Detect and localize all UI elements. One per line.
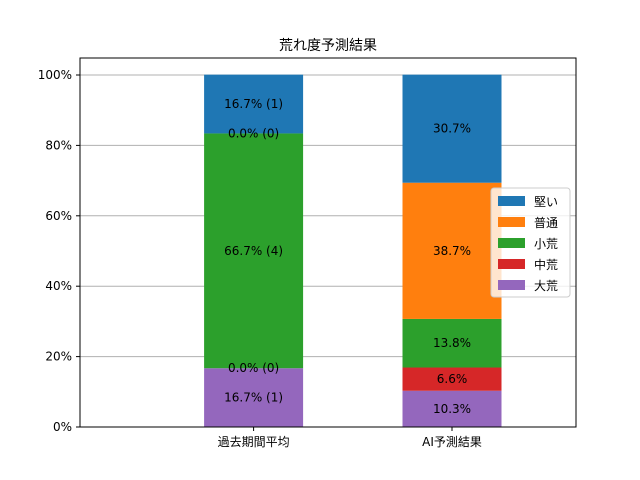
legend-swatch	[498, 217, 525, 227]
legend-label: 普通	[534, 216, 558, 230]
legend-label: 中荒	[534, 257, 558, 272]
bar-segment-3	[402, 318, 502, 368]
legend-label: 小荒	[534, 237, 558, 251]
y-tick-label: 100%	[38, 68, 72, 82]
data-label: 16.7% (1)	[224, 391, 283, 405]
bar-segment-5	[204, 74, 304, 134]
legend-label: 堅い	[534, 195, 558, 209]
x-tick-label: 過去期間平均	[218, 435, 290, 449]
y-tick-label: 20%	[45, 350, 72, 364]
y-tick-label: 80%	[45, 138, 72, 152]
data-labels: 16.7% (1) 0.0% (0) 66.7% (4) 0.0% (0) 16.7% …	[224, 97, 471, 416]
axes: 0% 20% 40% 60% 80% 100% 過去期間平均 AI予測結果	[38, 57, 577, 449]
data-label: 66.7% (4)	[224, 244, 283, 258]
data-label: 30.7%	[433, 122, 471, 136]
legend-swatch	[498, 238, 525, 248]
legend-swatch	[498, 196, 525, 206]
data-label: 0.0% (0)	[228, 361, 279, 375]
x-tick-label: AI予測結果	[422, 435, 482, 449]
bar-segment-3	[204, 133, 304, 369]
legend-swatch	[498, 280, 525, 290]
chart-title: 荒れ度予測結果	[279, 38, 377, 54]
bar-segment-1	[204, 368, 304, 427]
bar-segment-5	[402, 74, 502, 183]
legend-swatch	[498, 259, 525, 269]
data-label: 6.6%	[437, 372, 468, 386]
plot-frame	[79, 57, 577, 428]
y-tick-label: 40%	[45, 279, 72, 293]
legend-box	[490, 187, 571, 298]
bar-segment-1	[402, 390, 502, 427]
legend-label: 大荒	[534, 279, 558, 293]
data-label: 13.8%	[433, 336, 471, 350]
y-tick-label: 0%	[53, 420, 72, 434]
data-label: 10.3%	[433, 402, 471, 416]
data-label: 16.7% (1)	[224, 97, 283, 111]
data-label: 0.0% (0)	[228, 126, 279, 140]
bar-segment-4	[402, 182, 502, 319]
bars	[204, 74, 502, 427]
y-tick-label: 60%	[45, 209, 72, 223]
data-label: 38.7%	[433, 244, 471, 258]
bar-segment-2	[402, 367, 502, 391]
